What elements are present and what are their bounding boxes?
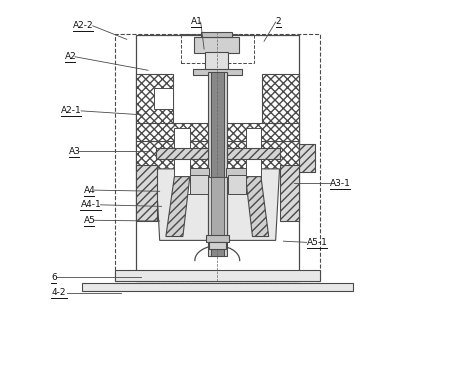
Bar	[299, 144, 315, 171]
Bar	[137, 123, 299, 142]
Bar	[206, 236, 229, 242]
Bar	[137, 123, 299, 142]
Bar	[156, 147, 208, 159]
Bar	[115, 270, 320, 281]
Bar	[194, 37, 239, 53]
Bar	[137, 165, 156, 221]
Polygon shape	[156, 169, 280, 241]
Bar	[228, 147, 280, 159]
Text: 2: 2	[276, 17, 281, 26]
Bar	[192, 69, 242, 75]
Text: A3-1: A3-1	[330, 179, 351, 188]
Bar	[211, 177, 224, 237]
Bar	[190, 168, 209, 177]
Bar	[280, 165, 299, 221]
Bar	[246, 128, 261, 194]
Bar	[280, 165, 299, 221]
Polygon shape	[246, 177, 269, 237]
Bar	[181, 33, 255, 62]
Bar	[201, 32, 232, 37]
Bar	[205, 52, 228, 70]
Text: A2-2: A2-2	[73, 21, 93, 30]
Bar	[209, 242, 226, 249]
Bar	[137, 35, 299, 281]
Text: A2-1: A2-1	[61, 106, 82, 115]
Bar	[156, 147, 208, 159]
Bar	[208, 177, 227, 237]
Text: A1: A1	[191, 17, 202, 26]
Bar	[226, 168, 246, 177]
Bar	[137, 141, 299, 169]
Bar	[137, 74, 173, 125]
Bar	[137, 141, 299, 169]
Bar	[82, 283, 353, 291]
Bar	[262, 74, 299, 125]
Bar	[174, 128, 190, 194]
Polygon shape	[166, 177, 190, 237]
Bar	[137, 165, 156, 221]
Text: A5: A5	[84, 216, 96, 225]
Text: A4-1: A4-1	[81, 200, 101, 209]
Bar	[211, 72, 224, 256]
Text: A5-1: A5-1	[307, 238, 328, 247]
Text: A4: A4	[84, 185, 96, 195]
Text: A2: A2	[65, 52, 77, 61]
Text: 4-2: 4-2	[51, 288, 66, 297]
Text: A3: A3	[69, 147, 81, 156]
Text: 6: 6	[51, 273, 57, 282]
Bar	[228, 175, 246, 194]
Bar	[299, 144, 315, 171]
Bar	[137, 74, 173, 125]
Bar	[262, 74, 299, 125]
Bar	[115, 33, 320, 281]
Bar	[190, 175, 208, 194]
Bar	[208, 72, 227, 256]
Bar	[228, 147, 280, 159]
Bar	[154, 88, 173, 109]
